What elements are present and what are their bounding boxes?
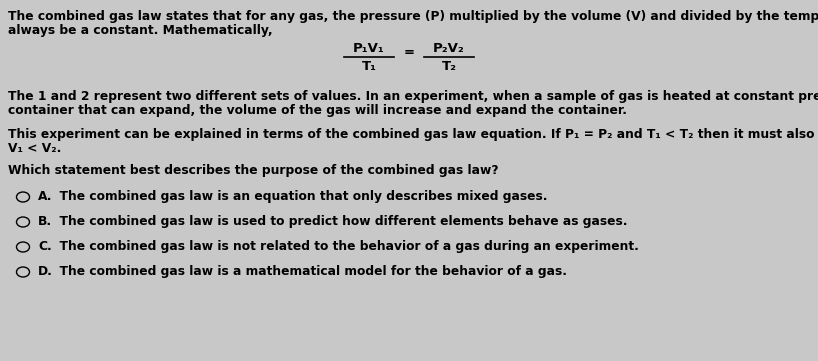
Text: The combined gas law is used to predict how different elements behave as gases.: The combined gas law is used to predict …	[51, 215, 627, 228]
Text: P₂V₂: P₂V₂	[433, 42, 465, 55]
Text: The combined gas law states that for any gas, the pressure (P) multiplied by the: The combined gas law states that for any…	[8, 10, 818, 23]
Text: P₁V₁: P₁V₁	[353, 42, 385, 55]
Text: always be a constant. Mathematically,: always be a constant. Mathematically,	[8, 24, 272, 37]
Text: The combined gas law is an equation that only describes mixed gases.: The combined gas law is an equation that…	[51, 190, 547, 203]
Text: This experiment can be explained in terms of the combined gas law equation. If P: This experiment can be explained in term…	[8, 128, 818, 141]
Text: The 1 and 2 represent two different sets of values. In an experiment, when a sam: The 1 and 2 represent two different sets…	[8, 90, 818, 103]
Text: D.: D.	[38, 265, 53, 278]
Text: Which statement best describes the purpose of the combined gas law?: Which statement best describes the purpo…	[8, 164, 498, 177]
Text: T₂: T₂	[442, 60, 456, 73]
Text: T₁: T₁	[362, 60, 376, 73]
Text: V₁ < V₂.: V₁ < V₂.	[8, 142, 61, 155]
Text: B.: B.	[38, 215, 52, 228]
Text: =: =	[403, 45, 415, 58]
Text: The combined gas law is not related to the behavior of a gas during an experimen: The combined gas law is not related to t…	[51, 240, 639, 253]
Text: container that can expand, the volume of the gas will increase and expand the co: container that can expand, the volume of…	[8, 104, 627, 117]
Text: C.: C.	[38, 240, 52, 253]
Text: A.: A.	[38, 190, 52, 203]
Text: The combined gas law is a mathematical model for the behavior of a gas.: The combined gas law is a mathematical m…	[51, 265, 567, 278]
